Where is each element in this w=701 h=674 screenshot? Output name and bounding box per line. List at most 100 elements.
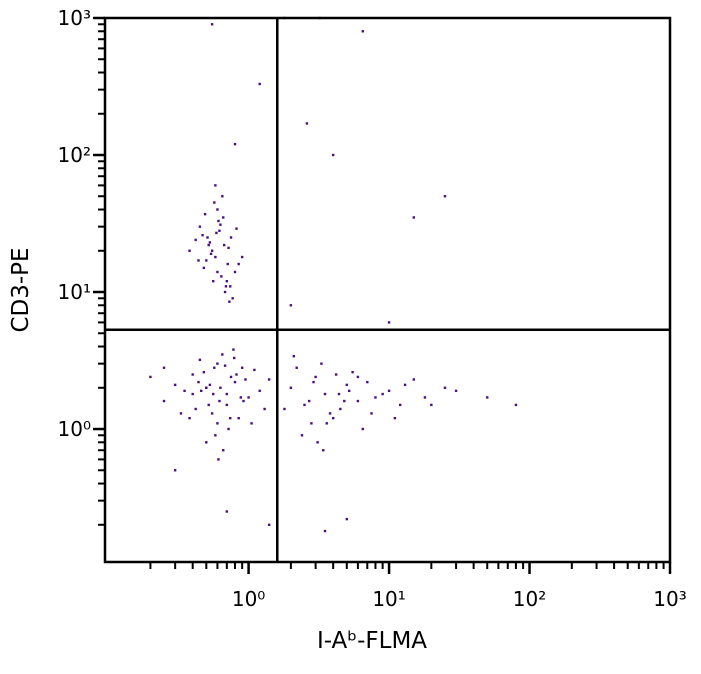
event-dot bbox=[219, 386, 222, 389]
y-tick-label: 10¹ bbox=[58, 280, 91, 304]
event-dot bbox=[225, 392, 229, 396]
event-dot bbox=[229, 416, 232, 420]
event-dot bbox=[303, 403, 306, 407]
event-dot bbox=[228, 300, 231, 303]
event-dot bbox=[229, 285, 232, 288]
event-dot bbox=[322, 449, 325, 452]
event-dot bbox=[443, 195, 447, 198]
event-dot bbox=[325, 422, 328, 425]
y-tick-label: 10³ bbox=[58, 6, 91, 30]
event-dot bbox=[197, 380, 200, 384]
event-dot bbox=[194, 407, 197, 411]
event-dot bbox=[214, 184, 217, 187]
event-dot bbox=[235, 373, 238, 376]
event-dot bbox=[412, 378, 415, 381]
event-dot bbox=[356, 399, 360, 403]
event-dot bbox=[235, 227, 238, 230]
event-dot bbox=[209, 252, 213, 256]
event-dot bbox=[214, 255, 217, 259]
event-dot bbox=[237, 416, 240, 420]
event-dot bbox=[263, 407, 266, 411]
event-dot bbox=[361, 427, 364, 431]
event-dot bbox=[229, 236, 233, 239]
event-dot bbox=[218, 399, 221, 403]
x-tick-label: 10² bbox=[513, 587, 546, 611]
event-dot bbox=[205, 259, 208, 262]
event-dot bbox=[381, 392, 384, 396]
event-dot bbox=[331, 416, 335, 420]
event-dot bbox=[305, 122, 309, 125]
event-dot bbox=[216, 422, 219, 425]
event-dot bbox=[207, 403, 210, 407]
event-dot bbox=[412, 216, 415, 219]
event-dot bbox=[240, 255, 244, 259]
event-dot bbox=[149, 375, 152, 379]
event-dot bbox=[220, 275, 223, 278]
event-dot bbox=[292, 355, 296, 358]
event-dot bbox=[295, 366, 298, 369]
event-dot bbox=[207, 243, 210, 247]
event-dot bbox=[212, 279, 215, 283]
event-dot bbox=[227, 246, 230, 250]
event-dot bbox=[173, 469, 177, 472]
event-dot bbox=[214, 434, 217, 437]
event-dot bbox=[162, 366, 166, 369]
event-dot bbox=[232, 348, 235, 351]
event-dot bbox=[216, 208, 219, 211]
event-dot bbox=[215, 231, 218, 235]
event-dot bbox=[201, 233, 204, 237]
event-dot bbox=[320, 362, 323, 365]
event-dot bbox=[370, 412, 373, 415]
event-dot bbox=[203, 212, 207, 216]
event-dot bbox=[239, 396, 242, 399]
event-dot bbox=[183, 389, 186, 393]
event-dot bbox=[223, 290, 227, 294]
event-dot bbox=[212, 392, 215, 396]
event-dot bbox=[393, 416, 397, 420]
event-dot bbox=[188, 416, 191, 420]
event-dot bbox=[191, 373, 194, 376]
event-dot bbox=[225, 403, 229, 407]
event-dot bbox=[247, 396, 250, 399]
event-dot bbox=[423, 396, 427, 399]
event-dot bbox=[225, 279, 229, 283]
event-dot bbox=[347, 389, 351, 393]
y-tick-label: 10⁰ bbox=[58, 417, 91, 441]
event-dot bbox=[224, 285, 228, 288]
event-dot bbox=[328, 412, 332, 415]
event-dot bbox=[162, 399, 166, 403]
event-dot bbox=[374, 396, 377, 399]
event-dot bbox=[229, 375, 233, 379]
event-dot bbox=[343, 399, 346, 403]
event-dot bbox=[454, 389, 458, 393]
event-dot bbox=[361, 30, 364, 33]
event-dot bbox=[198, 225, 202, 228]
event-dot bbox=[217, 458, 220, 461]
event-dot bbox=[179, 412, 183, 415]
event-dot bbox=[253, 368, 256, 372]
event-dot bbox=[206, 236, 209, 239]
event-dot bbox=[210, 23, 214, 26]
event-dot bbox=[398, 403, 402, 407]
event-dot bbox=[337, 392, 341, 396]
y-tick-label: 10² bbox=[58, 143, 91, 167]
event-dot bbox=[430, 403, 433, 407]
event-dot bbox=[310, 422, 313, 425]
event-dot bbox=[258, 82, 261, 86]
event-dot bbox=[323, 529, 327, 533]
event-dot bbox=[312, 380, 315, 384]
event-dot bbox=[205, 386, 208, 389]
event-dot bbox=[226, 262, 229, 266]
event-dot bbox=[403, 383, 407, 387]
event-dot bbox=[314, 375, 317, 379]
x-tick-label: 10¹ bbox=[372, 587, 405, 611]
event-dot bbox=[351, 370, 354, 374]
event-dot bbox=[356, 375, 360, 379]
event-dot bbox=[267, 523, 271, 526]
event-dot bbox=[222, 216, 225, 219]
event-dot bbox=[218, 229, 221, 232]
event-dot bbox=[258, 389, 261, 393]
event-dot bbox=[221, 195, 224, 198]
